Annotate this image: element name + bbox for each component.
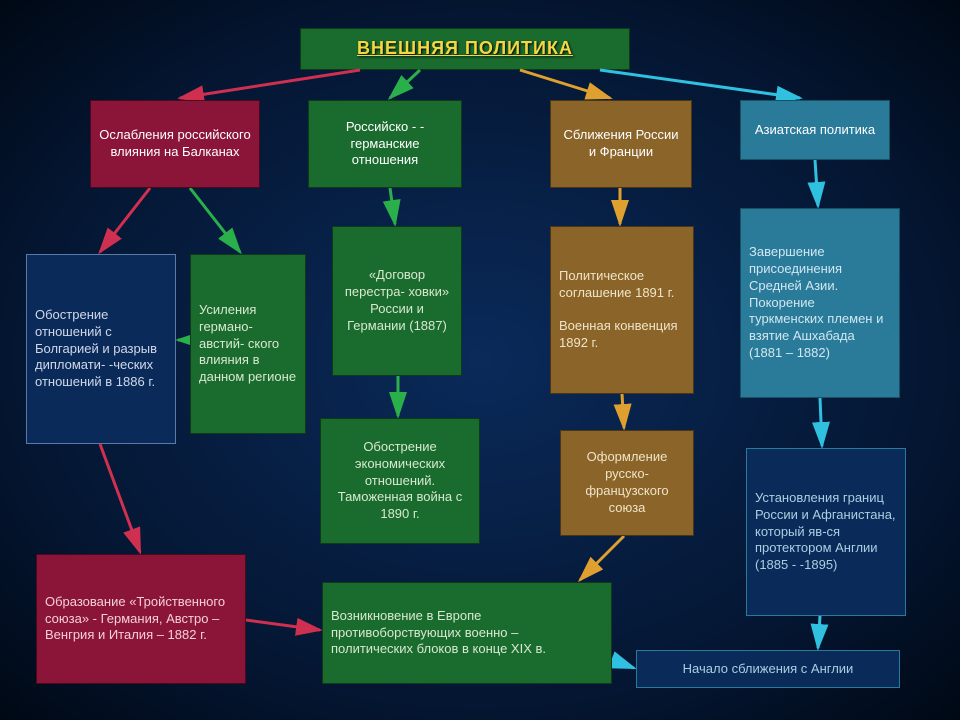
node-political-agreement: Политическое соглашение 1891 г. Военная … (550, 226, 694, 394)
node-customs-war: Обострение экономических отношений. Тамо… (320, 418, 480, 544)
node-german-austrian: Усиления германо- австий- ского влияния … (190, 254, 306, 434)
node-asian-policy: Азиатская политика (740, 100, 890, 160)
node-reinsurance-treaty: «Договор перестра- ховки» России и Герма… (332, 226, 462, 376)
node-central-asia: Завершение присоединения Средней Азии. П… (740, 208, 900, 398)
node-franco-russian-alliance: Оформление русско- французского союза (560, 430, 694, 536)
node-military-blocs: Возникновение в Европе противоборствующи… (322, 582, 612, 684)
title-box: ВНЕШНЯЯ ПОЛИТИКА (300, 28, 630, 70)
node-russo-german: Российско - - германские отношения (308, 100, 462, 188)
node-triple-alliance: Образование «Тройственного союза» - Герм… (36, 554, 246, 684)
node-balkans: Ослабления российского влияния на Балкан… (90, 100, 260, 188)
node-russo-french: Сближения России и Франции (550, 100, 692, 188)
node-england-rapprochement: Начало сближения с Англии (636, 650, 900, 688)
node-afghan-border: Установления границ России и Афганистана… (746, 448, 906, 616)
node-bulgaria-break: Обострение отношений с Болгарией и разры… (26, 254, 176, 444)
